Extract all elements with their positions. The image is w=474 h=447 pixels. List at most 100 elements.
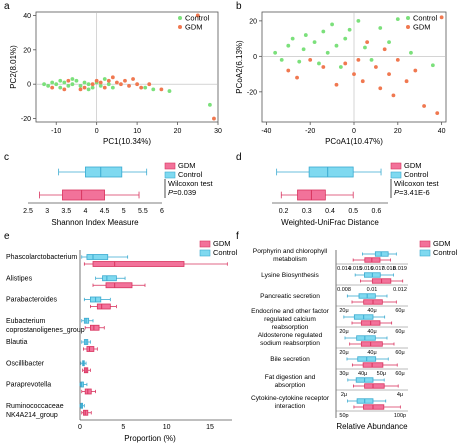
- scatter-point-gdm: [123, 78, 127, 83]
- scatter-point-control: [301, 47, 306, 52]
- panel-label-e: e: [4, 231, 10, 242]
- pathway-tick-label: 60μ: [395, 371, 404, 377]
- pathway-label: reabsorption: [272, 324, 309, 331]
- pathway-label: Aldosterone regulated: [258, 332, 323, 339]
- scatter-point-control: [86, 82, 91, 87]
- pathway-tick-label: 20μ: [339, 329, 348, 335]
- scatter-point-gdm: [98, 80, 103, 85]
- x-tick-label: 4: [83, 208, 87, 215]
- legend-swatch-gdm: [390, 162, 402, 170]
- scatter-point-control: [82, 80, 87, 85]
- stat-test-label: Wilcoxon test: [168, 179, 214, 188]
- scatter-point-control: [356, 18, 361, 23]
- scatter-point-gdm: [62, 87, 67, 92]
- gdm-box: [364, 257, 381, 263]
- x-axis-label: Proportion (%): [124, 434, 176, 443]
- gdm-box: [105, 282, 133, 289]
- legend-label-control: Control: [213, 248, 238, 257]
- panel-label-f: f: [236, 231, 239, 242]
- scatter-point-gdm: [212, 116, 216, 121]
- y-tick-label: 40: [23, 13, 31, 20]
- scatter-point-control: [409, 50, 413, 55]
- scatter-point-gdm: [78, 87, 83, 92]
- legend-label-control: Control: [433, 248, 458, 257]
- x-axis-label: Relative Abundance: [336, 422, 408, 431]
- x-axis-label: PCoA1(10.47%): [325, 137, 383, 146]
- pathway-label: regulated calcium: [264, 316, 316, 323]
- scatter-point-control: [334, 43, 339, 48]
- x-tick-label: 0: [78, 424, 82, 431]
- category-label: coprostanoligenes_group: [6, 327, 85, 334]
- scatter-point-gdm: [435, 111, 440, 116]
- pathway-tick-label: 0.012: [393, 287, 407, 293]
- scatter-point-gdm: [404, 79, 409, 84]
- scatter-point-gdm: [422, 104, 426, 108]
- scatter-point-gdm: [391, 93, 396, 98]
- scatter-point-control: [98, 84, 103, 88]
- scatter-point-control: [317, 61, 321, 66]
- scatter-point-control: [58, 78, 63, 83]
- control-box: [86, 254, 109, 260]
- legend-label-gdm: GDM: [413, 23, 431, 32]
- legend-swatch-control: [199, 249, 211, 257]
- x-tick-label: 0: [95, 128, 99, 135]
- category-label: NK4A214_group: [6, 412, 58, 419]
- legend-label-gdm: GDM: [433, 239, 451, 248]
- x-tick-label: 40: [438, 128, 446, 135]
- x-tick-label: 15: [206, 424, 214, 431]
- panel-label-a: a: [4, 1, 10, 12]
- gdm-box: [86, 346, 95, 352]
- x-tick-label: 3: [45, 208, 49, 215]
- legend-dot-control: [178, 16, 182, 20]
- x-tick-label: 20: [174, 128, 182, 135]
- pathway-tick-label: 60μ: [395, 329, 404, 335]
- scatter-point-control: [325, 50, 330, 55]
- legend-swatch-control: [419, 249, 431, 257]
- scatter-point-control: [62, 80, 67, 85]
- category-label: Paraprevotella: [6, 382, 51, 389]
- x-tick-label: 0.6: [372, 208, 382, 215]
- pathway-label: metabolism: [273, 256, 307, 263]
- scatter-point-gdm: [378, 86, 383, 91]
- x-tick-label: 10: [163, 424, 171, 431]
- scatter-point-gdm: [356, 58, 361, 62]
- legend-label-control: Control: [185, 14, 210, 23]
- y-axis-label: PC2(8.01%): [9, 45, 18, 89]
- scatter-point-control: [430, 63, 435, 68]
- y-tick-label: 0: [27, 82, 31, 89]
- legend-label-gdm: GDM: [185, 23, 203, 32]
- control-box: [308, 166, 354, 178]
- pathway-tick-label: 20μ: [339, 350, 348, 356]
- scatter-point-gdm: [82, 85, 87, 90]
- control-box: [85, 166, 123, 178]
- scatter-point-control: [90, 85, 95, 90]
- y-tick-label: -20: [247, 89, 257, 96]
- scatter-point-gdm: [102, 85, 107, 90]
- scatter-point-control: [378, 26, 383, 30]
- scatter-point-control: [303, 33, 308, 37]
- legend-label-control: Control: [404, 170, 429, 179]
- x-tick-label: -40: [261, 128, 271, 135]
- pathway-tick-label: 0.017: [371, 266, 385, 272]
- scatter-point-control: [297, 59, 302, 64]
- x-tick-label: 5: [122, 208, 126, 215]
- category-label: Blautia: [6, 339, 28, 346]
- scatter-point-control: [70, 77, 75, 81]
- legend-swatch-control: [164, 171, 176, 179]
- scatter-point-control: [343, 36, 348, 41]
- scatter-point-control: [74, 78, 79, 83]
- y-tick-label: -20: [21, 116, 31, 123]
- scatter-point-gdm: [295, 75, 299, 80]
- pathway-label: Cytokine-cytokine receptor: [251, 395, 330, 402]
- category-label: Alistipes: [6, 275, 33, 282]
- pathway-tick-label: 20μ: [339, 308, 348, 314]
- pathway-tick-label: 50p: [339, 413, 348, 419]
- x-tick-label: 0.2: [279, 208, 289, 215]
- pathway-tick-label: 4μ: [397, 392, 403, 398]
- pathway-tick-label: 0.015: [348, 266, 362, 272]
- scatter-point-control: [321, 29, 326, 34]
- panel-label-b: b: [236, 1, 242, 12]
- x-tick-label: 2.5: [23, 208, 33, 215]
- scatter-point-gdm: [365, 40, 370, 45]
